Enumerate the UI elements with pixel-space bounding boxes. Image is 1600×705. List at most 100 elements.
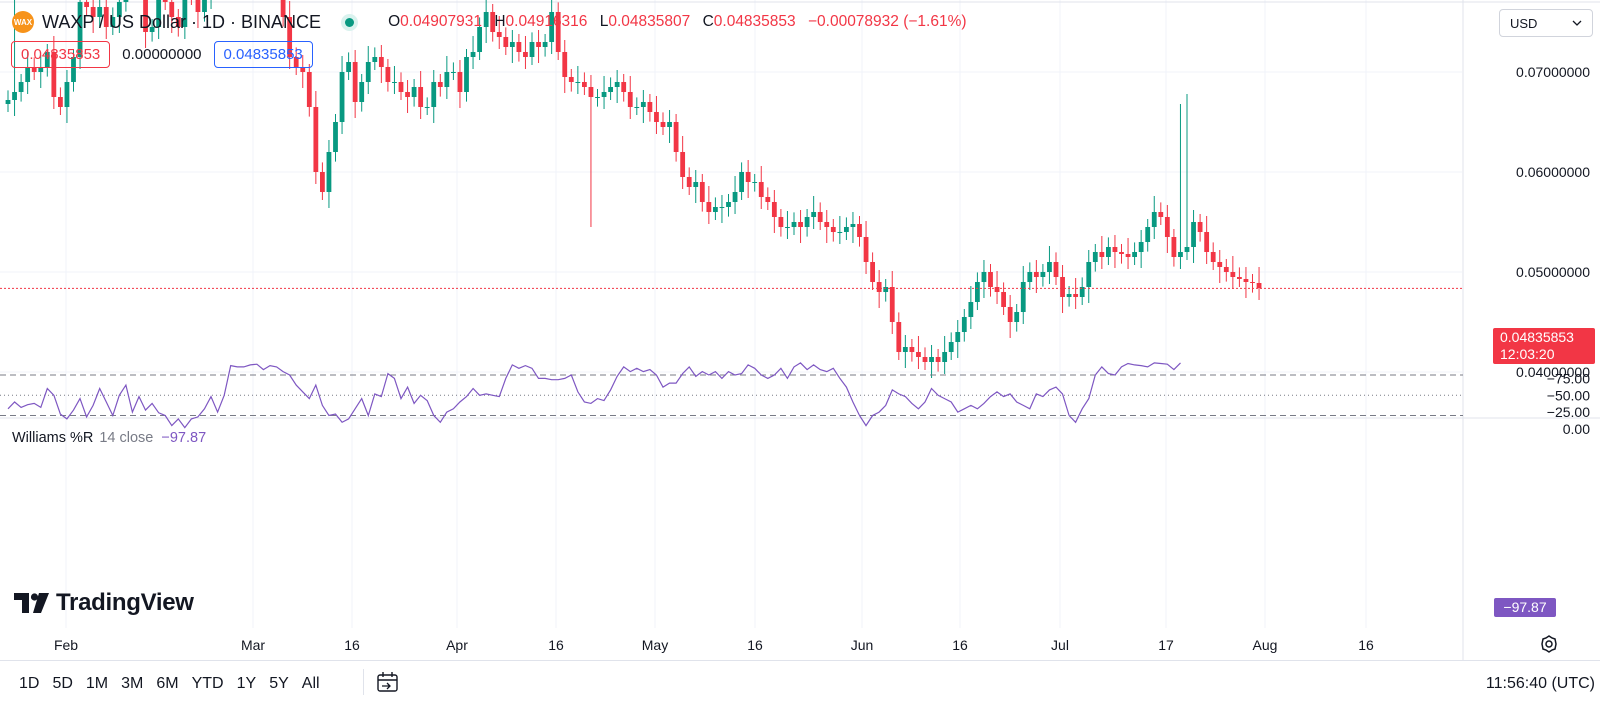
tradingview-logo[interactable]: TradingView [14, 589, 194, 617]
candle-body [687, 177, 692, 187]
range-5y[interactable]: 5Y [269, 675, 289, 693]
candle [936, 349, 941, 372]
candle [1152, 196, 1157, 239]
candle [438, 74, 443, 97]
candle-body [772, 202, 777, 217]
candle-body [1126, 254, 1131, 257]
candle-body [1204, 232, 1209, 252]
candle-body [444, 72, 449, 87]
candle-body [1086, 262, 1091, 287]
candle-body [1034, 272, 1039, 277]
candle-body [1054, 262, 1059, 277]
wr-axis-label: −75.00 [1547, 370, 1590, 386]
candle-body [124, 0, 129, 2]
candle-body [25, 67, 30, 82]
range-3m[interactable]: 3M [121, 675, 143, 693]
candle [792, 212, 797, 235]
candle-body [936, 357, 941, 362]
candle-body [877, 282, 882, 292]
candle-body [641, 102, 646, 107]
candle [1073, 278, 1078, 309]
candle-body [929, 357, 934, 362]
candle-body [1217, 262, 1222, 267]
candle [431, 70, 436, 123]
candle [693, 170, 698, 203]
sell-price-box[interactable]: 0.04835853 [11, 41, 110, 68]
range-5d[interactable]: 5D [52, 675, 72, 693]
tradingview-mark-icon [14, 593, 50, 613]
candle [851, 212, 856, 243]
currency-select[interactable]: USD [1499, 9, 1593, 37]
candle [313, 91, 318, 184]
range-1d[interactable]: 1D [19, 675, 39, 693]
ohlc-change: −0.00078932 (−1.61%) [808, 13, 967, 30]
candle [209, 0, 214, 9]
candle-body [84, 2, 89, 7]
wr-axis-label: −25.00 [1547, 404, 1590, 420]
utc-clock[interactable]: 11:56:40 (UTC) [1486, 675, 1595, 693]
candle [726, 194, 731, 217]
wr-axis-label: 0.00 [1563, 421, 1590, 437]
candle-body [890, 287, 895, 322]
settings-gear-icon[interactable] [1539, 634, 1559, 654]
go-to-date-icon[interactable] [376, 671, 400, 693]
candle [353, 50, 358, 118]
range-6m[interactable]: 6M [156, 675, 178, 693]
ohlc-high-value: 0.04916316 [506, 13, 588, 30]
candle [680, 136, 685, 189]
candle [1106, 237, 1111, 265]
candle-body [975, 282, 980, 302]
candle [831, 219, 836, 242]
symbol-title[interactable]: WAXP / US Dollar · 1D · BINANCE [42, 12, 321, 33]
candle [575, 66, 580, 94]
buy-price-box[interactable]: 0.04835853 [214, 41, 313, 68]
candle [1132, 242, 1137, 265]
candle-body [372, 57, 377, 62]
candle-body [608, 87, 613, 92]
candle-body [392, 82, 397, 83]
ohlc-open-value: 0.04907931 [400, 13, 482, 30]
time-axis-label: Jul [1051, 637, 1069, 653]
candle [399, 72, 404, 100]
candle [896, 312, 901, 360]
market-status-icon[interactable] [345, 18, 354, 27]
time-axis-label: Feb [54, 637, 78, 653]
candle-body [883, 287, 888, 292]
candle-body [746, 172, 751, 182]
candle-body [1014, 312, 1019, 322]
range-ytd[interactable]: YTD [192, 675, 224, 693]
candle-body [1041, 272, 1046, 277]
range-1m[interactable]: 1M [86, 675, 108, 693]
candle-body [1165, 217, 1170, 237]
candle [1067, 286, 1072, 307]
williams-params: 14 close [99, 430, 153, 446]
candle-body [706, 202, 711, 212]
candle-body [1178, 252, 1183, 257]
candle-body [543, 42, 548, 47]
candle-body [510, 42, 515, 47]
waxp-logo-icon: WAX [12, 11, 34, 33]
candle-body [58, 97, 63, 107]
ohlc-low-value: 0.04835807 [608, 13, 690, 30]
last-price-value: 0.04835853 [1500, 329, 1595, 346]
candle [1204, 216, 1209, 264]
candle-body [353, 62, 358, 102]
range-1y[interactable]: 1Y [237, 675, 257, 693]
range-all[interactable]: All [302, 675, 320, 693]
candle-body [615, 82, 620, 87]
candle-body [1099, 252, 1104, 257]
candle-body [700, 182, 705, 202]
candle [720, 195, 725, 223]
candle [739, 162, 744, 200]
candle-body [779, 217, 784, 227]
candle [418, 71, 423, 119]
candle-body [19, 82, 24, 92]
williams-value: −97.87 [161, 430, 206, 446]
candle-body [464, 57, 469, 92]
candle-body [399, 82, 404, 92]
candle-body [438, 82, 443, 87]
candle-body [1145, 227, 1150, 242]
candle-body [988, 272, 993, 287]
